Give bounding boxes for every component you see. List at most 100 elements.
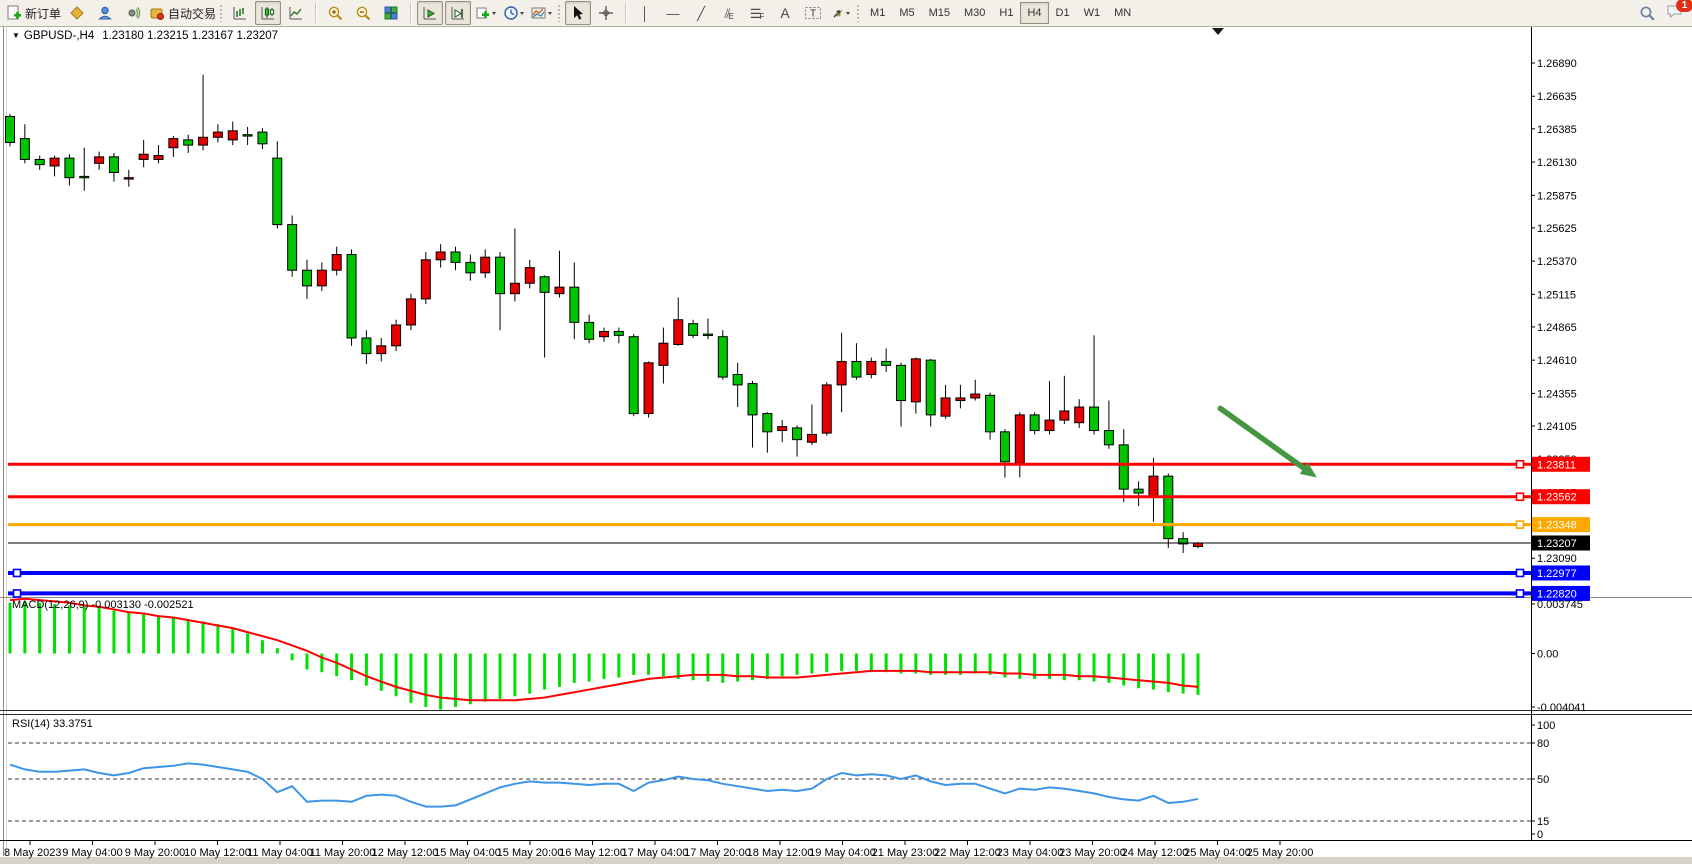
cursor-button[interactable] (565, 1, 592, 25)
add-indicator-button[interactable] (473, 1, 499, 25)
auto-trading-button[interactable]: 自动交易 (148, 1, 217, 25)
candle-body (702, 333, 713, 336)
hline-handle[interactable] (1515, 459, 1525, 469)
time-tick-label: 18 May 12:00 (747, 847, 814, 859)
candle-body (881, 360, 892, 366)
hline-handle[interactable] (1515, 589, 1525, 598)
candle-body (64, 157, 75, 179)
timeframe-button-m5[interactable]: M5 (899, 7, 915, 19)
candle-body (970, 393, 981, 399)
equidistant-channel-button[interactable]: ⫽ E (724, 5, 734, 21)
price-tick-label: 1.25370 (1537, 256, 1577, 268)
time-tick-label: 16 May 12:00 (559, 847, 626, 859)
toolbar-grip[interactable] (856, 4, 861, 22)
timeframe-button-m1[interactable]: M1 (870, 7, 886, 19)
candlestick-chart-button[interactable] (255, 1, 282, 25)
chart-gold-button[interactable] (64, 1, 90, 25)
hline-handle[interactable] (12, 568, 22, 578)
time-tick-label: 22 May 12:00 (934, 847, 1001, 859)
hline-handle[interactable] (1515, 492, 1525, 502)
zoom-out-icon (356, 6, 370, 20)
price-tick-label: 1.23090 (1537, 553, 1577, 565)
crosshair-button[interactable] (593, 1, 619, 25)
toolbar-grip[interactable] (219, 4, 224, 22)
time-tick-label: 10 May 12:00 (184, 847, 251, 859)
chart-ohlc-values: 1.23180 1.23215 1.23167 1.23207 (102, 30, 279, 42)
candle-body (287, 224, 298, 271)
rsi-scale-label: 0 (1537, 829, 1543, 841)
zoom-in-button[interactable] (322, 1, 348, 25)
candle-body (896, 364, 906, 402)
text-label-button[interactable]: T (800, 1, 826, 25)
candle-body (1074, 406, 1085, 424)
chart-gold-icon (70, 6, 84, 20)
chart-template-icon (531, 7, 553, 19)
line-chart-button[interactable] (283, 1, 309, 25)
notifications-button[interactable]: 1 (1666, 0, 1692, 24)
svg-text:1.22977: 1.22977 (1537, 568, 1577, 580)
fibonacci-button[interactable]: ☰ F (749, 5, 765, 21)
hline-handle[interactable] (1515, 568, 1525, 578)
horizontal-lines (8, 459, 1531, 598)
trend-arrow-annotation[interactable] (1217, 405, 1317, 478)
price-label-1.23811: 1.23811 (1532, 456, 1590, 472)
candle-body (999, 431, 1010, 463)
toolbar: 新订单 自动交易 (0, 0, 1692, 27)
step-forward-button[interactable] (445, 1, 472, 25)
arrows-tool-button[interactable] (828, 1, 854, 25)
tile-windows-button[interactable] (378, 1, 404, 25)
candle-body (1014, 414, 1025, 464)
macd-indicator-label: MACD(12,26,9) -0.003130 -0.002521 (12, 599, 194, 611)
profile-button[interactable] (92, 1, 118, 25)
timeframe-button-mn[interactable]: MN (1114, 7, 1132, 19)
zoom-in-icon (328, 6, 342, 20)
chart-template-button[interactable] (529, 1, 555, 25)
market-watch-button[interactable] (120, 1, 146, 25)
tile-windows-icon (384, 6, 398, 20)
hline-handle[interactable] (1515, 520, 1525, 529)
timeframe-button-h1[interactable]: H1 (999, 7, 1014, 19)
candle-body (940, 397, 951, 417)
time-tick-label: 23 May 20:00 (1059, 847, 1126, 859)
candle-body (34, 158, 45, 166)
chart-shift-marker-icon[interactable] (1212, 28, 1224, 35)
horizontal-line-button[interactable]: — (666, 5, 680, 21)
vertical-line-button[interactable]: │ (640, 5, 650, 21)
new-order-button[interactable]: 新订单 (5, 1, 62, 25)
chart-background (0, 26, 1692, 864)
timeframe-button-m15[interactable]: M15 (928, 7, 950, 19)
candle-body (405, 298, 416, 326)
timeframe-button-h4[interactable]: H4 (1020, 2, 1049, 24)
step-back-button[interactable] (417, 1, 444, 25)
candle-body (227, 130, 238, 141)
time-tick-label: 11 May 20:00 (310, 847, 376, 859)
svg-text:1.23348: 1.23348 (1537, 520, 1577, 532)
step-back-icon (423, 7, 437, 20)
candle-body (658, 342, 669, 366)
candle-body (153, 155, 164, 160)
time-tick-label: 23 May 04:00 (997, 847, 1064, 859)
price-tick-label: 1.25115 (1537, 289, 1576, 301)
candle-body (717, 336, 728, 378)
trendline-button[interactable]: ╱ (697, 5, 705, 21)
window-bottom-strip (0, 857, 1692, 864)
search-icon[interactable] (1639, 5, 1656, 22)
timeframe-button-m30[interactable]: M30 (964, 7, 986, 19)
time-tick-label: 21 May 23:00 (872, 847, 939, 859)
hline-handle[interactable] (12, 589, 22, 598)
chart-collapse-icon[interactable]: ▼ (12, 31, 20, 40)
candle-body (732, 373, 743, 386)
svg-text:1.23811: 1.23811 (1537, 459, 1576, 471)
timeframe-button-d1[interactable]: D1 (1055, 7, 1070, 19)
timeframe-button-w1[interactable]: W1 (1083, 7, 1101, 19)
bar-chart-button[interactable] (227, 1, 253, 25)
zoom-out-button[interactable] (350, 1, 376, 25)
timeframe-clock-button[interactable] (501, 1, 527, 25)
candle-body (79, 175, 90, 179)
text-button[interactable]: A (780, 5, 790, 21)
price-axis[interactable]: 1.26890 1.26635 1.26385 1.26130 1.25875 1.256… (1531, 58, 1590, 601)
toolbar-grip[interactable] (557, 4, 562, 22)
candle-body (5, 115, 15, 143)
